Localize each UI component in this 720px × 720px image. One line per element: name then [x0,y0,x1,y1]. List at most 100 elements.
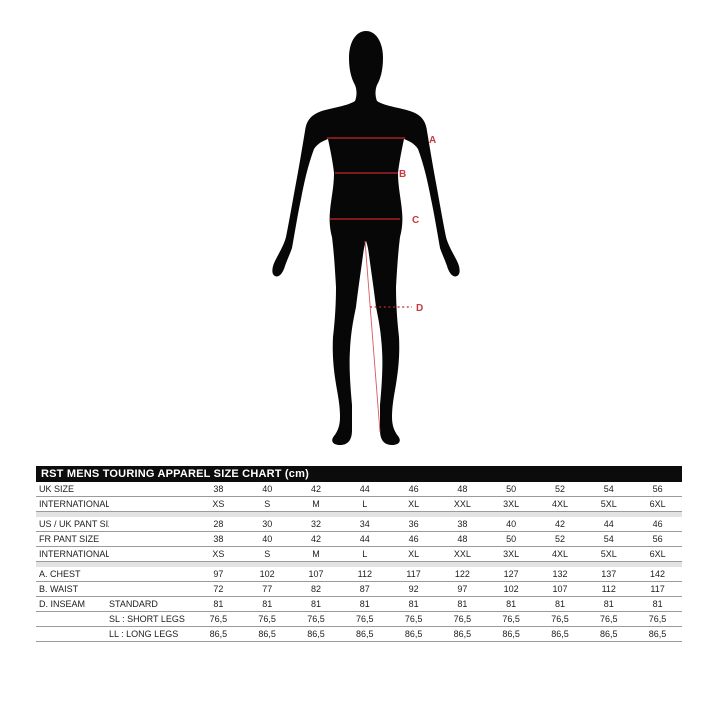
body-silhouette-svg: A B C D [272,31,460,445]
size-value: 3XL [503,549,520,559]
chart-title: RST MENS TOURING APPAREL SIZE CHART (cm) [36,466,682,482]
size-value: 38 [213,534,224,544]
size-value: XS [212,549,225,559]
group-spacer [36,512,682,517]
size-value: 86,5 [600,629,618,639]
size-value: 38 [457,519,468,529]
size-value: 86,5 [453,629,472,639]
size-value: 86,5 [209,629,228,639]
size-value: 86,5 [258,629,276,639]
size-value: 112 [601,584,616,594]
row-label: B. WAIST [39,584,79,594]
size-value: XXL [453,549,471,559]
size-value: XL [408,499,420,509]
size-value: 82 [310,584,321,594]
size-value: 86,5 [356,629,374,639]
row-label: INTERNATIONAL SIZE [39,549,109,559]
size-value: 117 [406,569,421,579]
size-table-body: UK SIZE 38 40 42 44 46 48 50 52 54 56 INTERNATIONAL… [36,482,682,642]
table-row: A. CHEST 97 102 107 112 117 122 127 132 137 142 [36,567,682,582]
size-value: 81 [652,599,663,609]
row-label: FR PANT SIZE [39,534,100,544]
size-value: XL [408,549,420,559]
size-value: 81 [506,599,517,609]
body-silhouette [272,31,460,445]
size-value: 86,5 [502,629,520,639]
size-value: 6XL [649,499,666,509]
table-row: LL : LONG LEGS 86,5 86,5 86,5 86,5 86,5 86,5 86… [36,627,682,642]
row-label: A. CHEST [39,569,81,579]
size-value: M [312,499,320,509]
size-value: 56 [652,534,663,544]
size-value: 107 [552,584,568,594]
size-value: 132 [552,569,568,579]
size-value: 32 [310,519,321,529]
size-value: 44 [603,519,614,529]
size-value: 86,5 [307,629,325,639]
size-value: 76,5 [648,614,667,624]
size-value: 81 [554,599,565,609]
row-label: INTERNATIONAL SIZE [39,499,109,509]
size-value: 81 [262,599,273,609]
size-value: 122 [454,569,470,579]
size-value: M [312,549,320,559]
size-value: 76,5 [356,614,374,624]
size-value: S [264,499,271,509]
row-sublabel: LL : LONG LEGS [109,629,179,639]
size-value: 52 [554,534,565,544]
size-value: 6XL [649,549,666,559]
size-value: 72 [213,584,224,594]
size-value: 117 [650,584,665,594]
size-value: 5XL [600,549,617,559]
size-value: 52 [554,484,565,494]
table-row: UK SIZE 38 40 42 44 46 48 50 52 54 56 [36,482,682,497]
size-value: 77 [262,584,273,594]
size-value: 42 [310,534,321,544]
size-value: 81 [408,599,419,609]
size-value: 40 [506,519,517,529]
size-value: 92 [408,584,419,594]
measure-label-c: C [412,215,419,226]
table-row: D. INSEAM STANDARD 81 81 81 81 81 81 81 81 81 81 [36,597,682,612]
size-value: 81 [359,599,370,609]
size-value: 42 [310,484,321,494]
size-value: S [264,549,271,559]
size-value: 46 [408,534,419,544]
size-value: 76,5 [209,614,228,624]
size-value: 48 [457,534,468,544]
size-value: 127 [503,569,519,579]
size-value: 76,5 [404,614,423,624]
table-row: FR PANT SIZE 38 40 42 44 46 48 50 52 54 56 [36,532,682,547]
size-value: 34 [359,519,370,529]
inseam-length-line [364,240,381,433]
size-value: 76,5 [600,614,618,624]
size-value: 46 [408,484,419,494]
row-label: UK SIZE [39,484,75,494]
size-value: 137 [601,569,617,579]
measure-label-a: A [429,135,436,146]
size-value: 86,5 [551,629,569,639]
size-value: 3XL [503,499,520,509]
size-value: 76,5 [502,614,520,624]
size-value: L [362,499,368,509]
row-sublabel: STANDARD [109,599,158,609]
size-value: 5XL [600,499,617,509]
size-value: 87 [359,584,370,594]
size-value: 86,5 [404,629,423,639]
size-value: 48 [457,484,468,494]
size-value: 76,5 [307,614,325,624]
size-value: 40 [262,484,273,494]
size-value: 30 [262,519,273,529]
size-value: 107 [308,569,324,579]
size-value: 44 [359,534,370,544]
size-value: 54 [603,484,614,494]
size-value: 56 [652,484,663,494]
table-row: US / UK PANT SIZE 28 30 32 34 36 38 40 42 44 46 [36,517,682,532]
size-value: 102 [503,584,519,594]
size-value: 42 [554,519,565,529]
size-value: 40 [262,534,273,544]
size-value: 81 [213,599,224,609]
size-value: 54 [603,534,614,544]
size-value: 76,5 [551,614,569,624]
table-row: INTERNATIONAL SIZE XS S M L XL XXL 3XL 4XL 5XL 6XL [36,547,682,562]
